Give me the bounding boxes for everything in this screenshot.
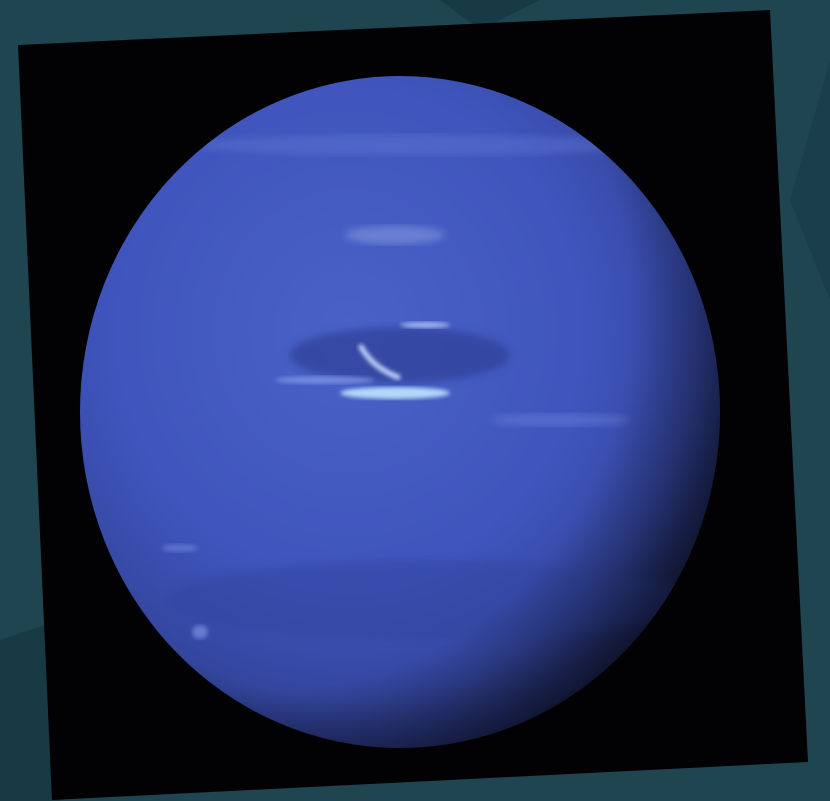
limb-darkening (80, 76, 720, 748)
planet (80, 76, 720, 748)
background-shape (440, 0, 540, 30)
background-shape (790, 60, 830, 300)
